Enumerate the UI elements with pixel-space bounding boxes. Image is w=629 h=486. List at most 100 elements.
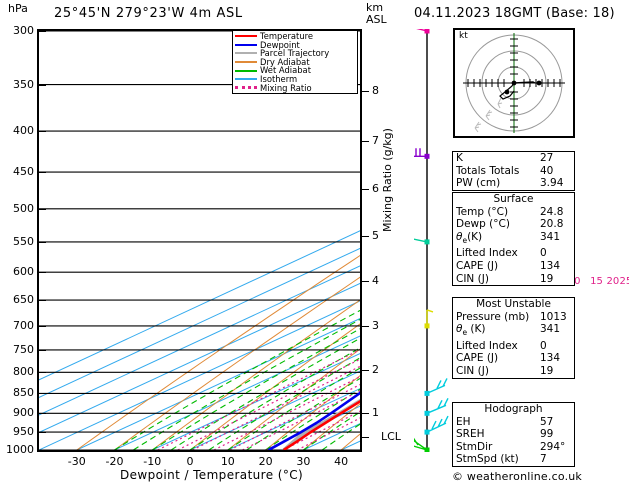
panel-title: Most Unstable	[476, 298, 551, 310]
legend-swatch	[235, 52, 257, 55]
pressure-tick-label: 400	[13, 124, 34, 138]
panel-row-value: 3.94	[540, 177, 564, 190]
pressure-tick-label: 550	[13, 234, 34, 248]
panel-row: CIN (J) 19	[453, 365, 574, 378]
pressure-tick-label: 850	[13, 386, 34, 400]
height-tick-label: 6	[372, 181, 379, 195]
pressure-tick-label: 950	[13, 425, 34, 439]
panel-row-value: 0	[540, 247, 547, 260]
panel-row-key: StmSpd (kt)	[456, 453, 519, 466]
height-tick-label: 4	[372, 274, 379, 288]
panel-row-key: Lifted Index	[456, 339, 518, 352]
mixing-ratio-label: 20	[606, 275, 620, 287]
panel-row-key: CAPE (J)	[456, 352, 499, 365]
panel-row-value: 57	[540, 415, 554, 428]
temperature-tick-label: 20	[258, 455, 273, 468]
panel-row: Lifted Index 0	[453, 340, 574, 353]
panel-row-value: 7	[540, 453, 547, 466]
wind-barb-node	[424, 429, 430, 435]
wind-barb-node	[424, 390, 430, 396]
height-tick-label: 5	[372, 228, 379, 242]
surface-panel: Surface Temp (°C) 24.8 Dewp (°C) 20.8 θe(K) 34…	[452, 192, 575, 287]
pressure-tick	[39, 450, 46, 451]
wind-barb-node	[424, 323, 430, 329]
panel-row-value: 99	[540, 428, 554, 441]
panel-row-key: CIN (J)	[456, 365, 489, 378]
temperature-tick-label: 0	[186, 455, 194, 468]
panel-row-value: 134	[540, 260, 561, 273]
temperature-tick-label: 30	[296, 455, 311, 468]
isobar-lines	[39, 31, 360, 450]
pressure-tick	[39, 84, 46, 86]
legend-item: Temperature	[235, 32, 355, 41]
panel-row: Dewp (°C) 20.8	[453, 218, 574, 231]
height-tick	[362, 90, 369, 92]
panel-row: StmDir 294°	[453, 441, 574, 454]
panel-row-value: 0	[540, 339, 547, 352]
legend-label: Isotherm	[260, 74, 298, 85]
legend-item: Parcel Trajectory	[235, 49, 355, 58]
legend-label: Parcel Trajectory	[260, 48, 330, 59]
pressure-tick-label: 800	[13, 365, 34, 379]
wind-barb-canvas	[405, 20, 449, 453]
panel-row: Temp (°C) 24.8	[453, 206, 574, 219]
temperature-tick-label: 10	[220, 455, 235, 468]
wind-barb	[405, 435, 428, 451]
height-tick	[362, 235, 369, 237]
height-tick-label: 3	[372, 319, 379, 333]
panel-row: PW (cm) 3.94	[453, 177, 574, 190]
wind-barb	[426, 309, 434, 326]
panel-row-key: CAPE (J)	[456, 260, 499, 273]
height-tick	[362, 326, 369, 328]
wind-barb	[426, 397, 449, 414]
panel-row: θe (K) 341	[453, 323, 574, 340]
lcl-tick	[362, 436, 369, 438]
legend-label: Temperature	[260, 31, 314, 42]
x-axis-title: Dewpoint / Temperature (°C)	[120, 468, 304, 482]
panel-row-key: Totals Totals	[456, 164, 520, 177]
panel-row-key: Dewp (°C)	[456, 218, 510, 231]
legend: Temperature Dewpoint Parcel Trajectory Dry …	[232, 30, 358, 95]
station-title: 25°45'N 279°23'W 4m ASL	[54, 6, 243, 21]
panel-row-key: θe(K)	[456, 230, 483, 245]
wind-barb-node	[424, 447, 430, 453]
height-tick	[362, 281, 369, 283]
panel-row-value: 341	[540, 230, 561, 243]
panel-row-value: 20.8	[540, 218, 564, 231]
pressure-tick	[39, 272, 46, 274]
legend-swatch	[235, 86, 257, 90]
pressure-tick	[39, 300, 46, 302]
sounding-curves	[267, 391, 360, 450]
hodograph-unit-label: kt	[459, 31, 468, 41]
copyright-text: © weatheronline.co.uk	[452, 470, 583, 483]
panel-row: CIN (J) 19	[453, 273, 574, 286]
panel-row: EH 57	[453, 416, 574, 429]
lcl-label: LCL	[381, 429, 401, 443]
temperature-tick-label: -30	[67, 455, 86, 468]
pressure-tick-label: 1000	[6, 443, 34, 456]
mixing-ratio-axis-title: Mixing Ratio (g/kg)	[381, 128, 394, 232]
datetime-title: 04.11.2023 18GMT (Base: 18)	[414, 6, 615, 21]
pressure-tick-label: 650	[13, 293, 34, 307]
panel-row-value: 19	[540, 272, 554, 285]
panel-row-value: 24.8	[540, 205, 564, 218]
pressure-tick	[39, 372, 46, 374]
height-tick-label: 2	[372, 363, 379, 377]
panel-row-key: StmDir	[456, 440, 493, 453]
legend-item: Wet Adiabat	[235, 66, 355, 75]
panel-title: Surface	[493, 193, 534, 205]
panel-row-key: PW (cm)	[456, 177, 501, 190]
panel-row-value: 294°	[540, 440, 566, 453]
pressure-tick-label: 450	[13, 165, 34, 179]
panel-row-key: θe (K)	[456, 323, 486, 338]
wind-barb-node	[424, 153, 430, 159]
pressure-axis-unit: hPa	[8, 2, 28, 15]
panel-row-value: 134	[540, 352, 561, 365]
pressure-tick-label: 700	[13, 318, 34, 332]
pressure-tick	[39, 413, 46, 415]
panel-row-key: Temp (°C)	[456, 205, 509, 218]
height-tick	[362, 140, 369, 142]
pressure-tick	[39, 393, 46, 395]
pressure-tick	[39, 31, 46, 32]
pressure-tick	[39, 432, 46, 434]
